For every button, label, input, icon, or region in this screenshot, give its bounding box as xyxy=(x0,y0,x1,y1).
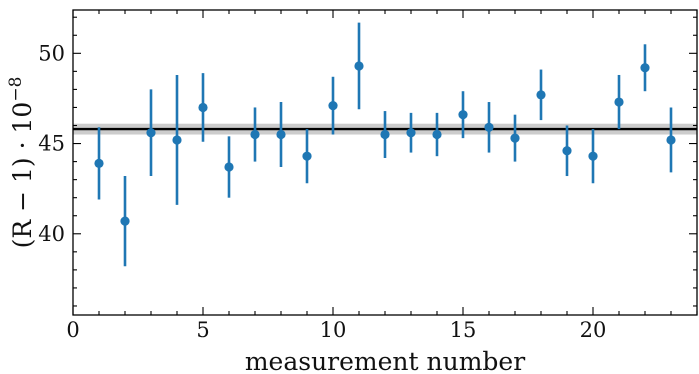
y-axis-title: (R − 1) · 10−8 xyxy=(6,77,37,249)
data-point-6 xyxy=(224,136,234,198)
data-point-19 xyxy=(562,125,572,177)
point-marker xyxy=(484,122,494,132)
data-point-3 xyxy=(146,89,156,177)
x-tick-label: 5 xyxy=(196,318,209,342)
data-point-14 xyxy=(432,112,442,157)
point-marker xyxy=(588,151,598,161)
x-tick-label: 10 xyxy=(320,318,347,342)
point-marker xyxy=(406,128,416,138)
x-tick-label: 20 xyxy=(580,318,607,342)
data-point-9 xyxy=(302,129,312,184)
data-point-16 xyxy=(484,102,494,153)
point-marker xyxy=(510,133,520,143)
point-marker xyxy=(458,110,468,120)
point-marker xyxy=(354,61,364,71)
point-marker xyxy=(614,97,624,107)
data-point-23 xyxy=(666,107,676,173)
point-marker xyxy=(328,101,338,111)
point-marker xyxy=(250,129,260,140)
point-marker xyxy=(666,135,676,145)
data-point-11 xyxy=(354,22,364,110)
point-marker xyxy=(120,216,130,226)
point-marker xyxy=(536,90,546,100)
y-axis-title-exponent: −8 xyxy=(6,77,26,102)
y-axis-title-group: (R − 1) · 10−8 xyxy=(6,77,37,249)
x-tick-label: 15 xyxy=(450,318,477,342)
y-tick-label: 40 xyxy=(38,222,65,246)
x-tick-label: 0 xyxy=(66,318,79,342)
point-marker xyxy=(146,128,156,138)
y-tick-label: 50 xyxy=(38,41,65,65)
point-marker xyxy=(640,63,650,73)
data-point-12 xyxy=(380,111,390,158)
point-marker xyxy=(380,129,390,140)
data-point-13 xyxy=(406,112,416,153)
point-marker xyxy=(276,129,286,140)
point-marker xyxy=(432,129,442,140)
data-point-10 xyxy=(328,76,338,135)
y-axis-title-main: (R − 1) · 10 xyxy=(8,102,37,249)
y-tick-label: 45 xyxy=(38,132,65,156)
tick-labels-layer: 0 5 10 15 20 40 45 50 xyxy=(38,41,606,342)
data-points-layer xyxy=(94,22,676,267)
plot-frame xyxy=(72,9,698,316)
data-point-5 xyxy=(198,73,208,142)
point-marker xyxy=(562,146,572,156)
data-point-1 xyxy=(94,127,104,200)
point-marker xyxy=(302,151,312,161)
point-marker xyxy=(224,162,234,172)
point-marker xyxy=(198,102,208,113)
point-marker xyxy=(172,135,182,145)
data-point-20 xyxy=(588,129,598,184)
x-axis-title: measurement number xyxy=(245,347,525,374)
data-point-2 xyxy=(120,176,130,267)
ticks-layer xyxy=(72,10,698,315)
point-marker xyxy=(94,158,104,169)
data-point-15 xyxy=(458,91,468,139)
data-point-4 xyxy=(172,74,182,205)
data-point-7 xyxy=(250,107,260,162)
data-point-22 xyxy=(640,44,650,92)
data-point-17 xyxy=(510,114,520,162)
data-point-18 xyxy=(536,69,546,121)
data-point-8 xyxy=(276,102,286,168)
data-point-21 xyxy=(614,74,624,130)
